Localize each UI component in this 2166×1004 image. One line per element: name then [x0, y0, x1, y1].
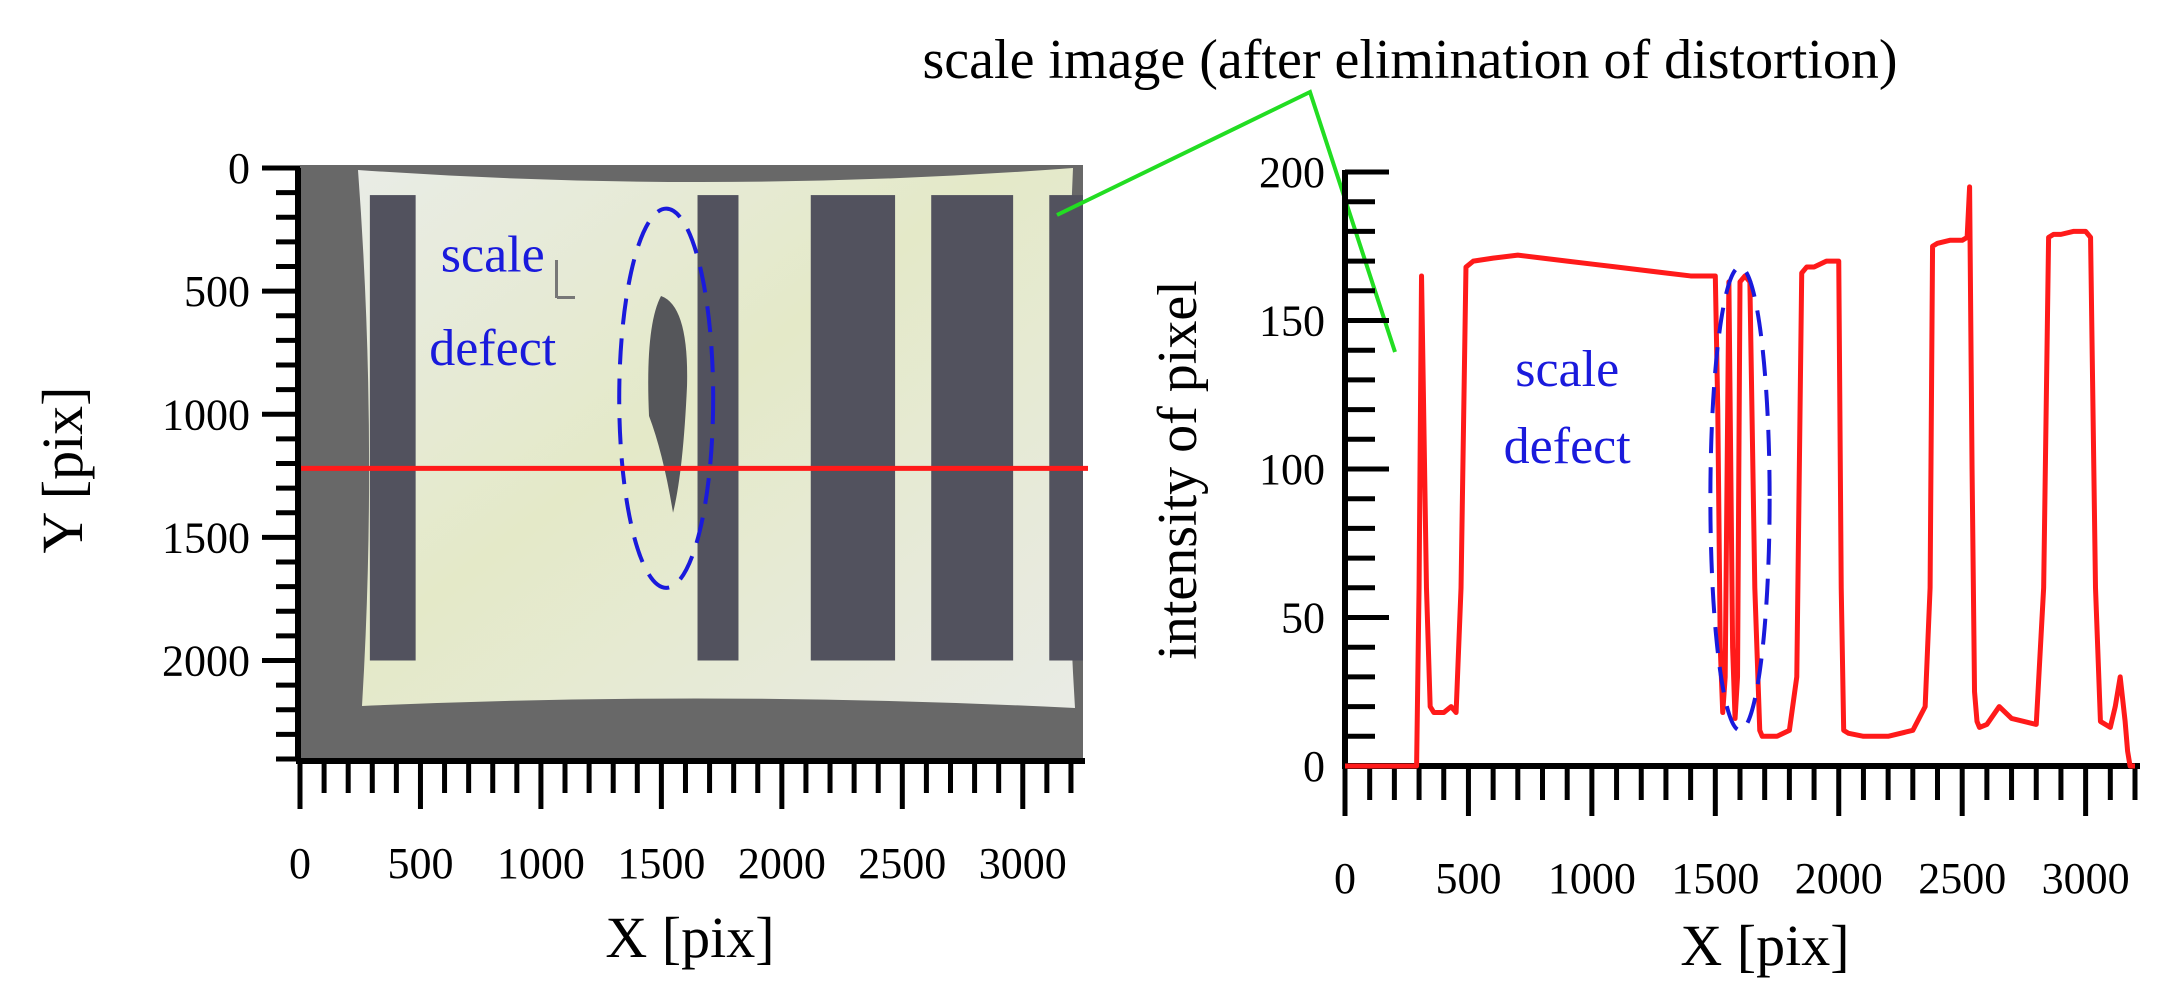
right-x-tick-label: 1500 — [1671, 854, 1759, 903]
right-x-tick-label: 1000 — [1548, 854, 1636, 903]
scale-defect-blob — [648, 296, 688, 513]
right-x-tick-label: 2000 — [1795, 854, 1883, 903]
left-x-tick-label: 3000 — [979, 839, 1067, 888]
left-x-tick-label: 2500 — [858, 839, 946, 888]
caption-pointer-line — [1056, 89, 1397, 353]
left-y-tick-label: 500 — [184, 267, 250, 316]
right-y-axis-label: intensity of pixel — [1147, 280, 1209, 660]
right-x-tick-label: 0 — [1334, 854, 1356, 903]
dark-stripe — [931, 195, 1014, 661]
defect-label-right-line2: defect — [1504, 418, 1632, 475]
series-intensity-line — [1345, 184, 2135, 769]
scale-mark-left — [555, 260, 558, 298]
left-y-axis-label: Y [pix] — [30, 387, 95, 554]
defect-label-line1: scale — [441, 226, 545, 283]
right-y-tick-label: 100 — [1259, 445, 1325, 494]
right-x-tick-label: 2500 — [1918, 854, 2006, 903]
defect-label-right-line1: scale — [1515, 341, 1619, 398]
dark-stripe — [369, 195, 416, 661]
left-y-tick-label: 0 — [228, 144, 250, 193]
right-x-tick-label: 3000 — [2042, 854, 2130, 903]
left-y-tick-label: 1500 — [162, 513, 250, 562]
dark-stripe — [697, 195, 739, 661]
dark-stripe — [810, 195, 896, 661]
left-x-axis-label: X [pix] — [605, 905, 774, 970]
scale-image: scale defect — [300, 165, 1088, 759]
right-y-tick-label: 150 — [1259, 297, 1325, 346]
defect-label-line2: defect — [429, 320, 557, 377]
left-y-tick-label: 2000 — [162, 637, 250, 686]
right-y-tick-label: 50 — [1281, 594, 1325, 643]
right-x-axis-label: X [pix] — [1680, 913, 1849, 978]
scale-mark-left-foot — [557, 296, 575, 299]
figure-caption: scale image (after elimination of distor… — [923, 29, 1898, 91]
left-panel: scale defect 0 500 1000 1500 2000 0 500 1000 150… — [30, 144, 1088, 970]
right-x-tick-label: 500 — [1435, 854, 1501, 903]
right-y-tick-label: 0 — [1303, 742, 1325, 791]
left-x-tick-label: 0 — [289, 839, 311, 888]
left-x-tick-label: 500 — [387, 839, 453, 888]
right-y-tick-label: 200 — [1259, 148, 1325, 197]
defect-ellipse-right — [1708, 265, 1772, 733]
left-x-tick-label: 1000 — [497, 839, 585, 888]
dark-stripe — [1049, 195, 1083, 661]
dark-stripes — [369, 195, 1083, 661]
left-x-tick-label: 2000 — [738, 839, 826, 888]
left-y-tick-label: 1000 — [162, 390, 250, 439]
left-axes: 0 500 1000 1500 2000 0 500 1000 1500 2000 2500 3000 — [162, 144, 1085, 888]
left-x-tick-label: 1500 — [617, 839, 705, 888]
defect-ellipse — [617, 206, 716, 590]
